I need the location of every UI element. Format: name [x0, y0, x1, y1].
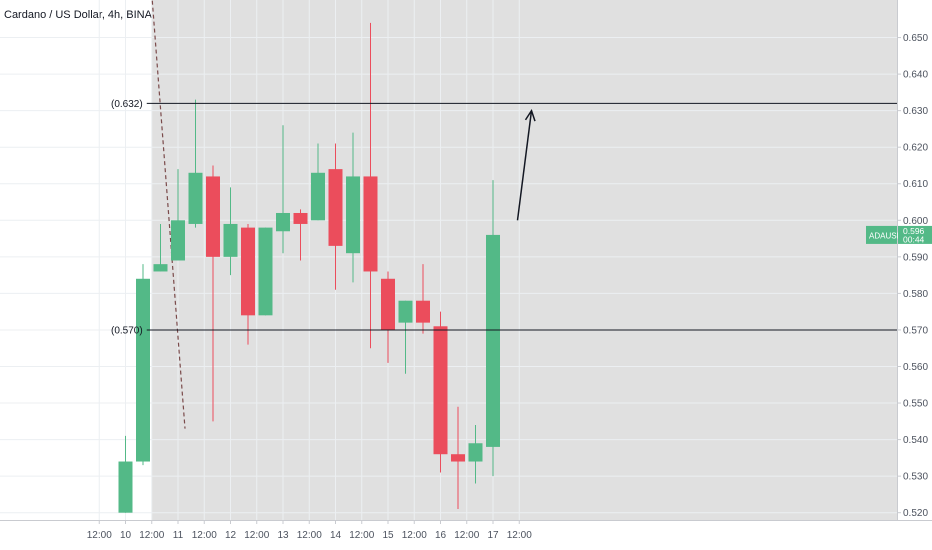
countdown-value: 00:44: [903, 234, 925, 244]
time-tick-label: 12:00: [454, 530, 479, 541]
time-tick-label: 16: [435, 530, 447, 541]
candle-body: [468, 443, 483, 462]
price-tick-label: 0.590: [903, 252, 928, 263]
candle-body: [188, 172, 203, 224]
time-tick-label: 11: [173, 530, 184, 541]
time-tick-label: 12:00: [139, 530, 164, 541]
candle-body: [171, 220, 185, 261]
price-tick-label: 0.620: [903, 143, 928, 154]
candle-body: [241, 227, 255, 316]
candle-body: [416, 300, 430, 323]
price-tick-label: 0.580: [903, 289, 928, 300]
candle-body: [398, 300, 413, 323]
last-price-badge: [898, 225, 932, 244]
time-tick-label: 12: [225, 530, 237, 541]
price-tick-label: 0.530: [903, 472, 928, 483]
price-axis-bg: [897, 0, 932, 550]
time-tick-label: 17: [487, 530, 499, 541]
candle-body: [153, 264, 168, 272]
time-tick-label: 12:00: [192, 530, 217, 541]
time-tick-label: 12:00: [402, 530, 427, 541]
time-tick-label: 14: [330, 530, 342, 541]
price-tick-label: 0.630: [903, 106, 928, 117]
symbol-badge: [866, 225, 897, 244]
candle-body: [433, 326, 448, 455]
arrow-layer[interactable]: [516, 108, 536, 221]
symbol-title: Cardano / US Dollar, 4h, BINANCE: [4, 9, 176, 21]
candle-body: [223, 223, 238, 257]
price-tick-label: 0.610: [903, 179, 928, 190]
price-tick-label: 0.560: [903, 362, 928, 373]
candles-layer: [118, 22, 500, 513]
candle-body: [328, 169, 343, 246]
horizontal-level-label: (0.632): [111, 99, 143, 110]
price-tick-label: 0.650: [903, 33, 928, 44]
candle-body: [311, 172, 325, 221]
dashed-trend-line[interactable]: [151, 0, 186, 429]
forecast-arrow-head: [524, 108, 536, 122]
candle-body: [136, 278, 150, 462]
price-tick-label: 0.570: [903, 325, 928, 336]
time-tick-label: 13: [277, 530, 289, 541]
time-tick-label: 10: [120, 530, 132, 541]
price-tick-label: 0.600: [903, 216, 928, 227]
price-tick-label: 0.550: [903, 399, 928, 410]
time-axis-bg: [0, 520, 932, 550]
last-price-value: 0.596: [903, 226, 925, 236]
candle-body: [206, 176, 220, 257]
time-tick-label: 12:00: [87, 530, 112, 541]
symbol-badge-text: ADAUSD: [869, 231, 903, 240]
shaded-region-layer: [151, 0, 897, 520]
time-tick-label: 12:00: [297, 530, 322, 541]
shaded-region: [151, 0, 897, 520]
time-tick-label: 12:00: [507, 530, 532, 541]
price-tick-label: 0.540: [903, 435, 928, 446]
candle-body: [346, 176, 360, 254]
candle-body: [363, 176, 378, 272]
candle-body: [293, 212, 308, 224]
candle-body: [451, 454, 465, 462]
horizontal-level-label: (0.570): [111, 325, 143, 336]
time-tick-label: 12:00: [349, 530, 374, 541]
price-tick-label: 0.640: [903, 70, 928, 81]
time-tick-label: 12:00: [244, 530, 269, 541]
candle-body: [381, 278, 395, 330]
candle-body: [118, 461, 133, 513]
horizontal-levels-layer[interactable]: (0.632) (0.570): [111, 99, 897, 337]
candle-body: [486, 234, 500, 447]
time-tick-label: 15: [382, 530, 394, 541]
candle-body: [258, 227, 273, 316]
candle-body: [276, 212, 290, 232]
price-tick-label: 0.520: [903, 508, 928, 519]
trend-line-layer[interactable]: [151, 0, 186, 429]
forecast-arrow-line[interactable]: [516, 110, 533, 221]
